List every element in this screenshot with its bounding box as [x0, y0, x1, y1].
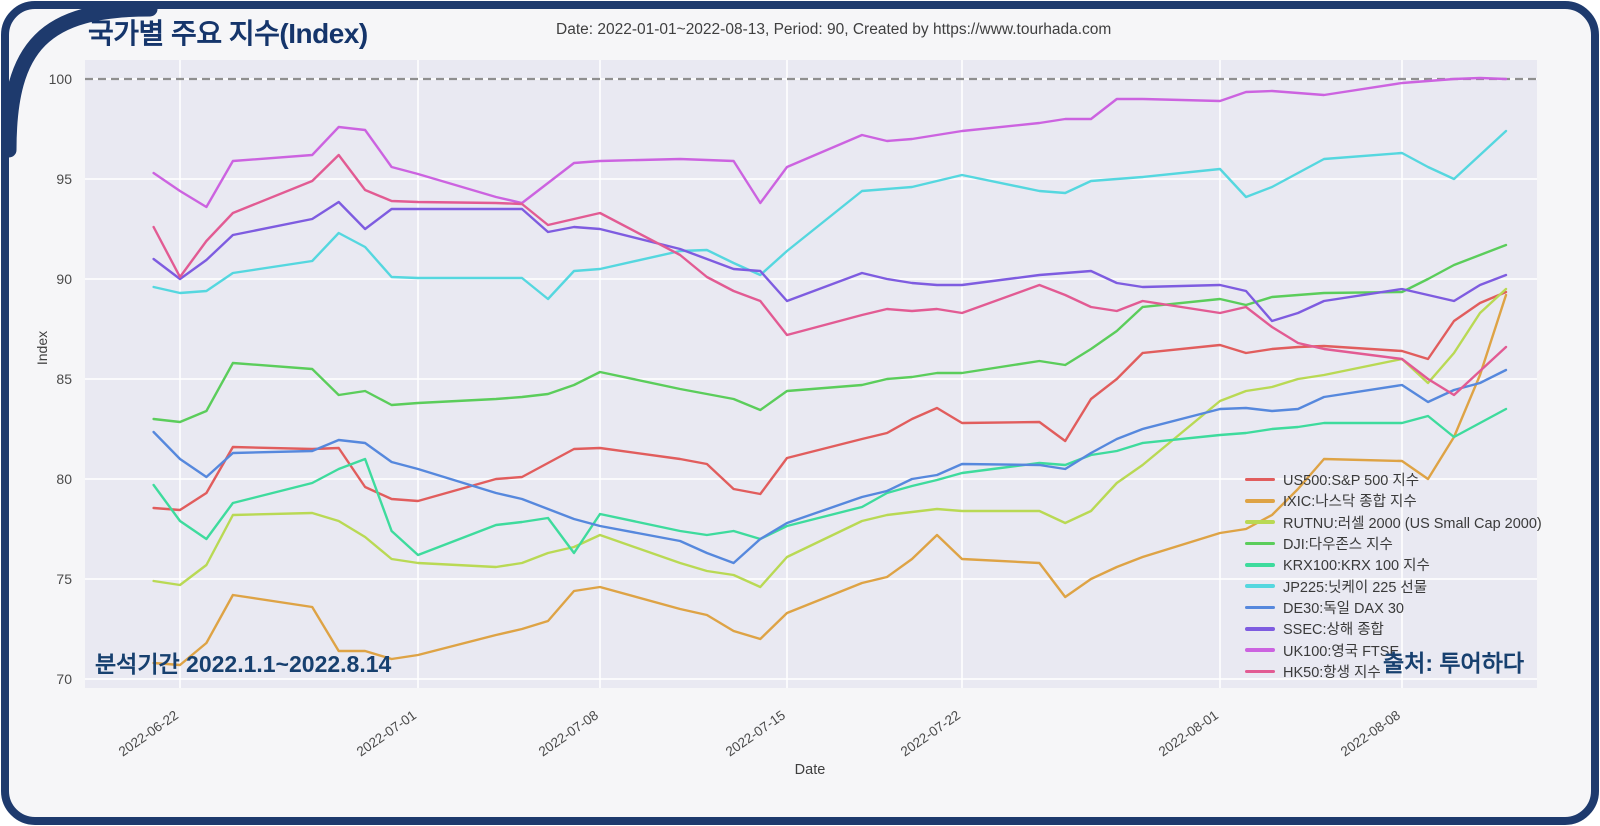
- legend-item-IXIC: IXIC:나스닥 종합 지수: [1245, 490, 1542, 511]
- legend-label: IXIC:나스닥 종합 지수: [1283, 494, 1417, 511]
- series-line-DJI: [152, 243, 1508, 424]
- analysis-period-note: 분석기간 2022.1.1~2022.8.14: [95, 651, 392, 677]
- y-tick-label: 70: [56, 671, 72, 687]
- legend-label: RUTNU:러셀 2000 (US Small Cap 2000): [1283, 515, 1542, 532]
- source-note: 출처: 투어하다: [1383, 650, 1525, 676]
- page-subtitle: Date: 2022-01-01~2022-08-13, Period: 90,…: [556, 21, 1112, 38]
- y-tick-label: 100: [48, 71, 72, 87]
- series-line-SSEC: [152, 200, 1508, 323]
- legend-item-UK100: UK100:영국 FTSE: [1245, 639, 1542, 660]
- series-line-DE30: [152, 368, 1508, 565]
- legend-item-RUTNU: RUTNU:러셀 2000 (US Small Cap 2000): [1245, 512, 1542, 533]
- page-title: 국가별 주요 지수(Index): [88, 18, 368, 49]
- y-tick-label: 95: [56, 171, 72, 187]
- legend-swatch-HK50: [1245, 669, 1275, 674]
- legend-item-KRX100: KRX100:KRX 100 지수: [1245, 554, 1542, 575]
- legend-swatch-JP225: [1245, 584, 1275, 588]
- legend-item-US500: US500:S&P 500 지수: [1245, 469, 1542, 490]
- y-tick-label: 90: [56, 271, 72, 287]
- legend-item-JP225: JP225:닛케이 225 선물: [1245, 575, 1542, 596]
- x-axis-label: Date: [794, 762, 826, 778]
- legend-item-HK50: HK50:항생 지수: [1245, 661, 1542, 682]
- plot-background: [85, 60, 1537, 688]
- legend-swatch-SSEC: [1245, 626, 1275, 631]
- legend-label: DJI:다우존스 지수: [1283, 537, 1393, 554]
- legend: US500:S&P 500 지수 IXIC:나스닥 종합 지수 RUTNU:러셀 2…: [1245, 469, 1542, 682]
- series-line-IXIC: [152, 293, 1508, 667]
- legend-swatch-DJI: [1245, 541, 1275, 546]
- series-line-HK50: [152, 153, 1508, 397]
- series-line-US500: [152, 290, 1508, 512]
- legend-swatch-IXIC: [1245, 499, 1275, 503]
- legend-label: JP225:닛케이 225 선물: [1283, 579, 1428, 596]
- series-line-JP225: [152, 129, 1508, 301]
- legend-item-SSEC: SSEC:상해 종합: [1245, 618, 1542, 639]
- series-line-KRX100: [152, 407, 1508, 557]
- legend-swatch-UK100: [1245, 648, 1275, 652]
- legend-label: US500:S&P 500 지수: [1283, 473, 1420, 490]
- y-tick-label: 75: [56, 571, 72, 587]
- legend-label: SSEC:상해 종합: [1283, 622, 1384, 639]
- legend-swatch-US500: [1245, 477, 1275, 482]
- y-tick-label: 80: [56, 471, 72, 487]
- legend-item-DJI: DJI:다우존스 지수: [1245, 533, 1542, 554]
- legend-swatch-DE30: [1245, 605, 1275, 610]
- legend-label: HK50:항생 지수: [1283, 664, 1381, 681]
- legend-swatch-KRX100: [1245, 563, 1275, 567]
- legend-label: KRX100:KRX 100 지수: [1283, 558, 1430, 575]
- legend-label: DE30:독일 DAX 30: [1283, 600, 1404, 617]
- series-line-RUTNU: [152, 287, 1508, 589]
- legend-item-DE30: DE30:독일 DAX 30: [1245, 597, 1542, 618]
- y-tick-label: 85: [56, 371, 72, 387]
- legend-label: UK100:영국 FTSE: [1283, 643, 1400, 660]
- series-line-UK100: [152, 76, 1508, 209]
- legend-swatch-RUTNU: [1245, 520, 1275, 525]
